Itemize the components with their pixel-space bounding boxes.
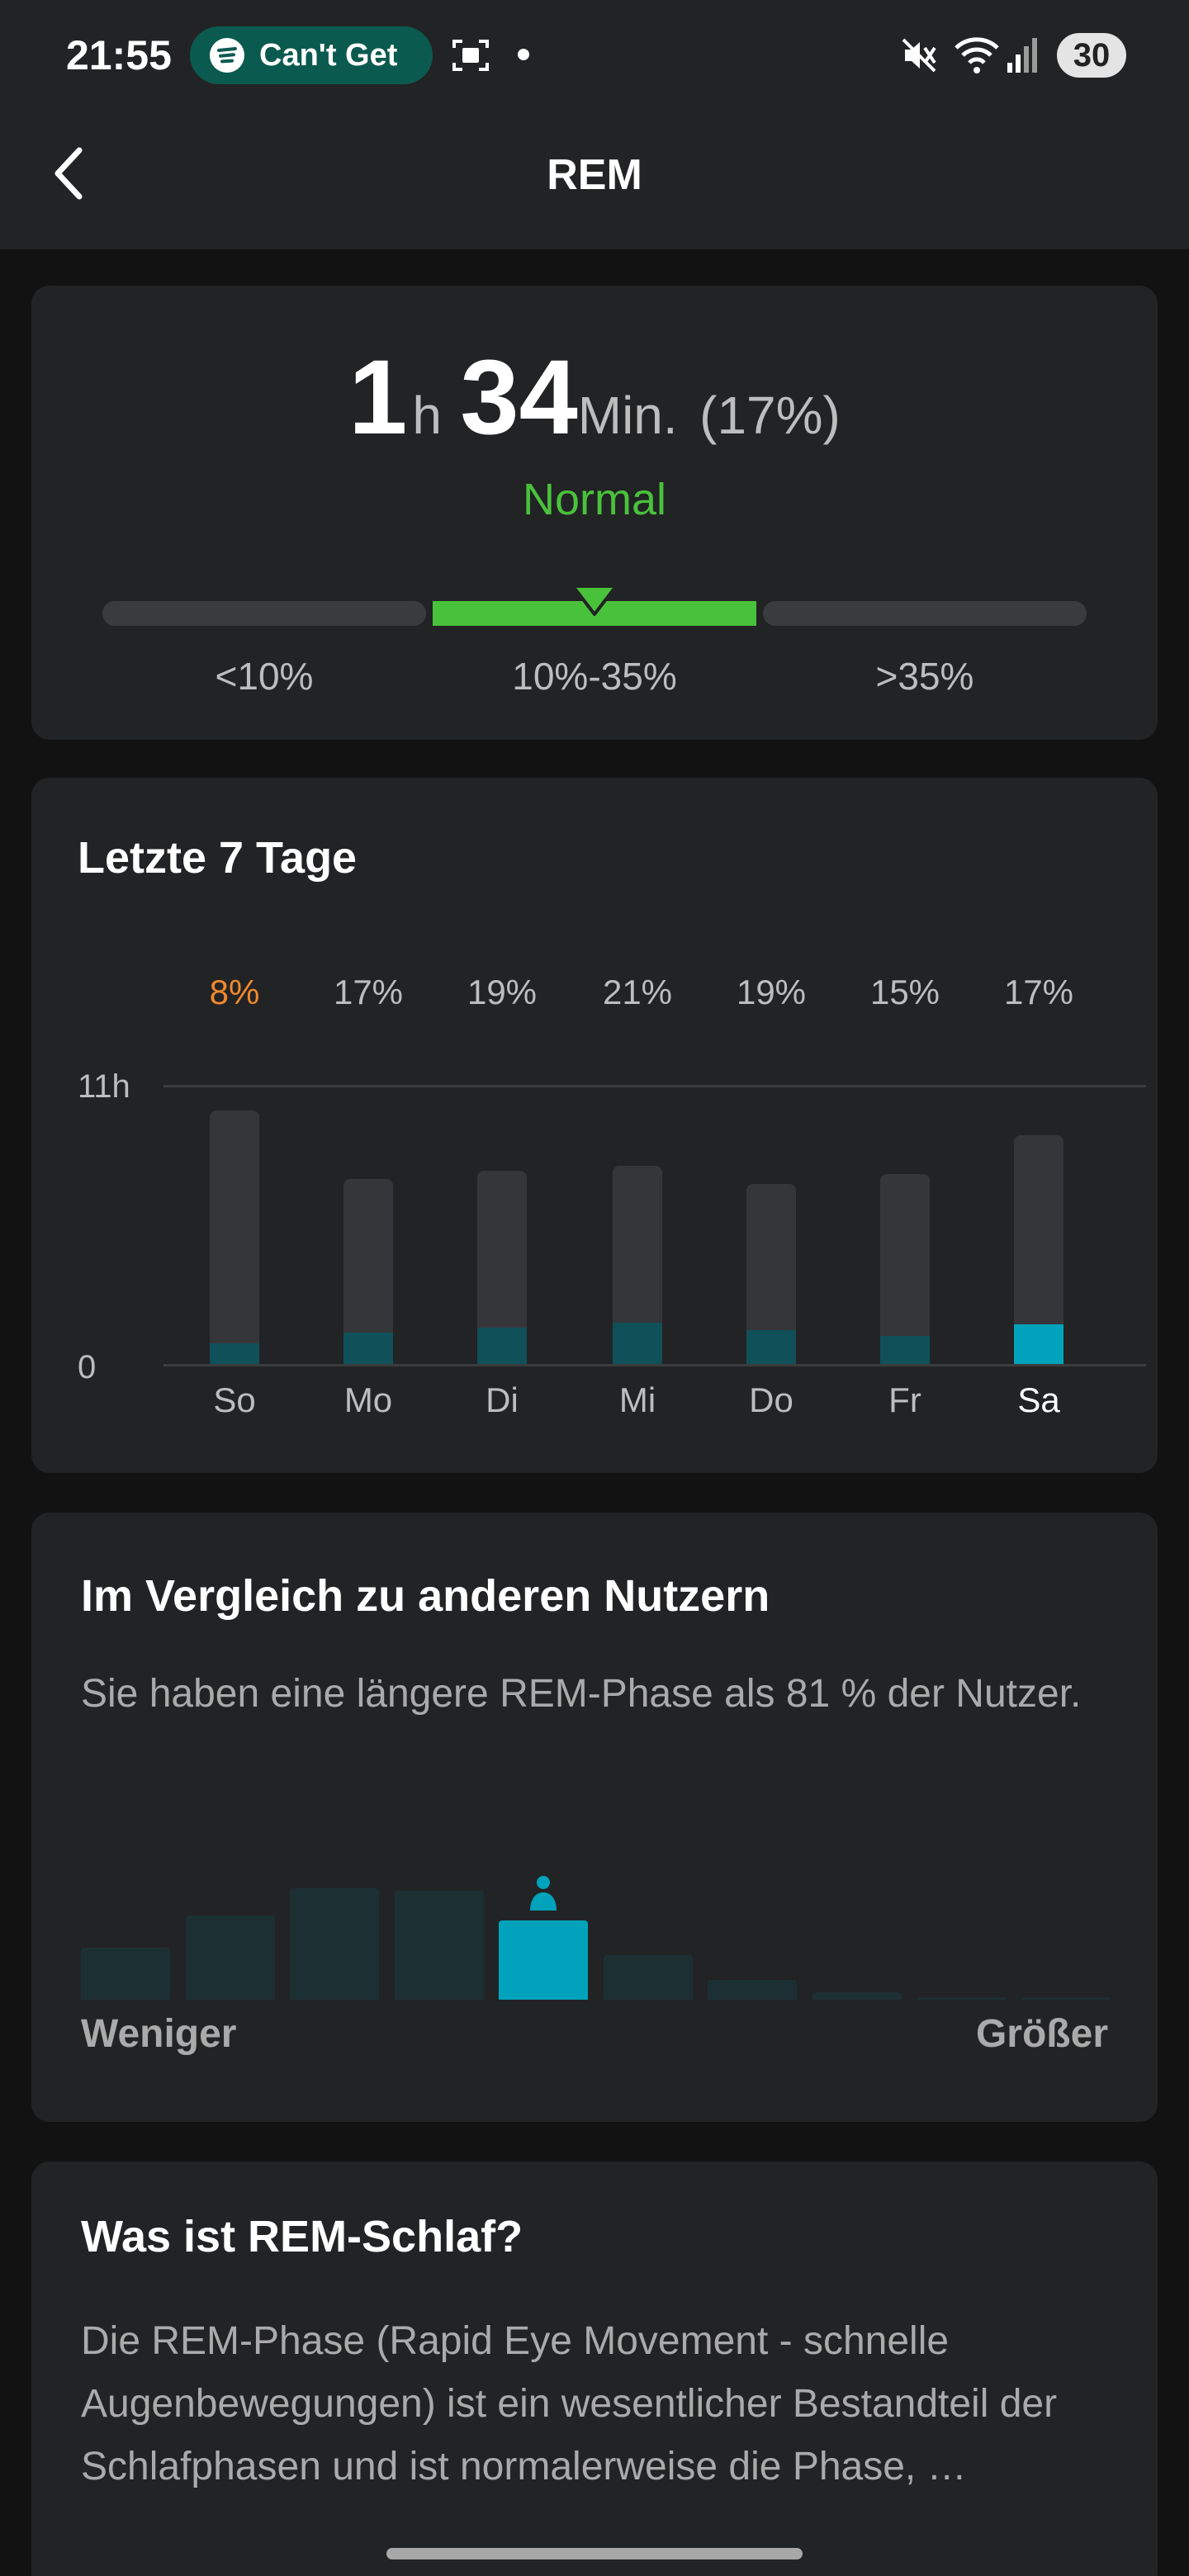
rem-bar[interactable]	[613, 1322, 662, 1364]
distribution-chart	[81, 1859, 1111, 2000]
battery-icon: 30	[1057, 33, 1126, 78]
current-value-marker-icon	[571, 585, 618, 616]
rem-bar[interactable]	[746, 1329, 796, 1364]
page-title: REM	[547, 151, 642, 199]
user-distribution-bar	[499, 1920, 588, 2000]
status-text: Normal	[522, 475, 667, 524]
info-text[interactable]: Die REM-Phase (Rapid Eye Movement - schn…	[81, 2319, 1058, 2488]
range-high-track	[763, 601, 1087, 626]
duration: 1h 34Min. (17%)	[31, 337, 1158, 458]
rem-bar[interactable]	[477, 1327, 527, 1364]
day-label[interactable]: Do	[749, 1380, 793, 1419]
greater-label: Größer	[975, 2012, 1108, 2056]
range-label-high: >35%	[875, 655, 974, 698]
rem-bar[interactable]	[343, 1332, 393, 1364]
gridline-base	[163, 1364, 1146, 1366]
percent-value: (17%)	[699, 386, 841, 445]
mute-icon	[902, 38, 936, 73]
day-label[interactable]: Mi	[618, 1380, 656, 1419]
hours-value: 1	[348, 339, 408, 457]
percent-label: 17%	[333, 973, 404, 1011]
weekly-card: Letzte 7 Tage 11h 0 8% So 17% Mo 19% Di 21% Mi 1…	[31, 778, 1158, 1473]
minutes-unit: Min.	[577, 386, 678, 445]
percent-label: 19%	[736, 973, 807, 1011]
sleep-total-bar[interactable]	[880, 1173, 930, 1364]
rem-bar[interactable]	[210, 1343, 259, 1364]
range-label-low: <10%	[215, 655, 314, 698]
chevron-left-icon[interactable]	[43, 142, 109, 208]
distribution-bar	[917, 1997, 1006, 2000]
dot-icon	[518, 49, 529, 60]
rem-bar[interactable]	[1014, 1324, 1063, 1364]
status-time: 21:55	[66, 32, 172, 78]
percent-label: 15%	[869, 973, 940, 1011]
distribution-bar	[708, 1980, 797, 2000]
home-indicator[interactable]	[386, 2548, 803, 2559]
day-label[interactable]: Di	[486, 1380, 519, 1419]
day-label[interactable]: Fr	[888, 1380, 921, 1419]
distribution-bar	[394, 1891, 484, 2000]
distribution-bar	[812, 1992, 902, 2000]
sleep-total-bar[interactable]	[210, 1110, 259, 1364]
percent-label: 19%	[467, 973, 538, 1011]
signal-icon	[1007, 38, 1037, 73]
info-card: Was ist REM-Schlaf? Die REM-Phase (Rapid…	[31, 2162, 1158, 2576]
app-header: REM	[0, 109, 1189, 249]
spotify-icon	[210, 38, 244, 73]
comparison-card: Im Vergleich zu anderen Nutzern Sie habe…	[31, 1513, 1158, 2122]
info-title: Was ist REM-Schlaf?	[81, 2212, 523, 2261]
comparison-text: Sie haben eine längere REM-Phase als 81 …	[81, 1672, 1082, 1716]
comparison-title: Im Vergleich zu anderen Nutzern	[81, 1571, 770, 1621]
summary-card: 1h 34Min. (17%) Normal <10% 10%-35% >35%	[31, 286, 1158, 740]
user-marker-icon	[530, 1876, 557, 1911]
y-max-label: 11h	[78, 1068, 130, 1105]
status-bar: 21:55 Can't Get 30	[0, 0, 1189, 109]
media-chip[interactable]: Can't Get	[190, 26, 433, 84]
distribution-bar	[1021, 1997, 1111, 2000]
day-label[interactable]: So	[213, 1380, 256, 1419]
wifi-icon	[955, 37, 999, 73]
weekly-title: Letzte 7 Tage	[78, 833, 358, 883]
percent-label: 8%	[209, 973, 260, 1011]
distribution-bar	[603, 1955, 693, 2000]
distribution-bar	[290, 1888, 379, 2000]
day-label[interactable]: Sa	[1017, 1380, 1060, 1419]
rem-bar[interactable]	[880, 1336, 930, 1364]
screenshot-icon	[452, 40, 489, 71]
range-label-normal: 10%-35%	[512, 655, 677, 698]
hours-unit: h	[412, 386, 442, 445]
range-low-track	[102, 601, 426, 626]
day-label[interactable]: Mo	[343, 1380, 393, 1419]
media-text: Can't Get	[259, 37, 398, 73]
distribution-bar	[185, 1915, 275, 2000]
distribution-bar	[81, 1948, 170, 2000]
percent-label: 21%	[602, 973, 673, 1011]
minutes-value: 34	[460, 339, 578, 457]
percent-label: 17%	[1003, 973, 1074, 1011]
gridline-top	[163, 1085, 1146, 1087]
y-min-label: 0	[78, 1349, 97, 1385]
less-label: Weniger	[81, 2012, 237, 2056]
